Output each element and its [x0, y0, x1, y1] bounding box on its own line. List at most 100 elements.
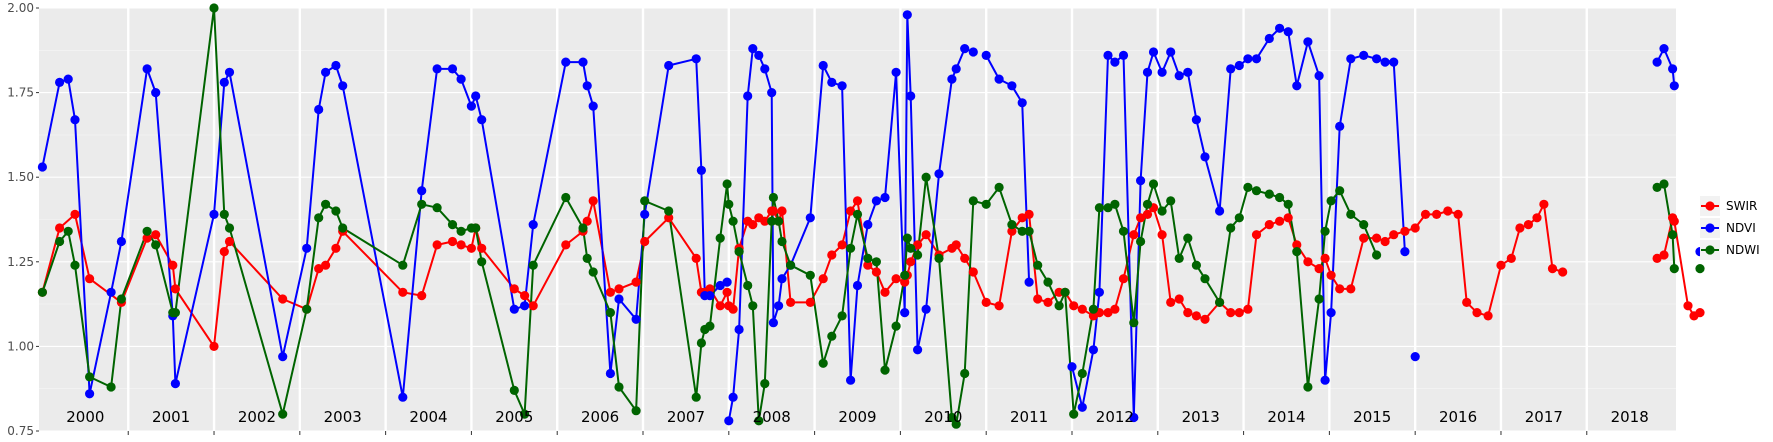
ndwi-point [691, 392, 701, 402]
ndwi-point [1234, 213, 1244, 223]
ndvi-point [664, 60, 674, 71]
ndvi-point [219, 77, 229, 87]
ndvi-point [728, 392, 738, 402]
ndwi-point [582, 253, 592, 263]
legend-point-swir [1705, 201, 1715, 211]
ndwi-point [1275, 192, 1285, 203]
swir-point [1264, 220, 1274, 230]
ndwi-point [777, 236, 787, 247]
ndwi-point [1033, 260, 1043, 270]
ndwi-point [827, 331, 837, 341]
swir-point [722, 287, 732, 297]
swir-point [1683, 301, 1693, 311]
ndwi-point [338, 223, 348, 233]
ndwi-point [1215, 297, 1225, 307]
year-label: 2012 [1096, 408, 1134, 426]
swir-point [1303, 257, 1313, 267]
swir-point [1669, 216, 1679, 226]
swir-point [1432, 209, 1442, 219]
ndwi-point [1292, 247, 1302, 257]
swir-point [1462, 297, 1472, 307]
ndvi-point [640, 209, 650, 219]
ndvi-point [724, 416, 734, 426]
swir-point [1326, 270, 1336, 280]
ndvi-point [902, 10, 912, 20]
ndvi-point [1118, 50, 1129, 61]
year-label: 2006 [581, 408, 619, 426]
legend-point-ndwi [1705, 245, 1715, 255]
ndvi-line [1656, 47, 1676, 86]
swir-point [631, 277, 641, 287]
ndvi-point [891, 67, 901, 77]
swir-point [1380, 236, 1390, 247]
swir-point [1443, 206, 1453, 216]
ndvi-point [1142, 67, 1153, 77]
ndwi-point [37, 287, 48, 297]
swir-point [1532, 213, 1542, 223]
ndvi-point [561, 57, 571, 67]
ndwi-point [774, 216, 784, 226]
ndwi-point [1191, 260, 1201, 270]
swir-point [168, 260, 178, 270]
year-label: 2017 [1525, 408, 1563, 426]
swir-point [1372, 233, 1382, 243]
swir-point [432, 240, 442, 250]
ndwi-point [664, 206, 674, 216]
ndvi-point [994, 74, 1004, 84]
swir-point [837, 240, 847, 250]
ndvi-point [705, 291, 715, 301]
y-tick-label: 0.75 [7, 424, 34, 438]
swir-point [1652, 253, 1662, 263]
ndvi-point [224, 67, 235, 77]
swir-point [906, 257, 916, 267]
swir-point [70, 209, 80, 219]
swir-point [981, 297, 991, 307]
ndvi-point [1110, 57, 1120, 67]
ndvi-point [471, 91, 481, 101]
y-tick-label: 1.25 [7, 255, 34, 269]
ndvi-point [1320, 375, 1330, 385]
ndwi-point [456, 226, 466, 236]
ndwi-point [1024, 226, 1034, 236]
ndwi-point [1264, 189, 1274, 199]
swir-point [1118, 274, 1129, 284]
ndwi-point [1088, 304, 1098, 314]
ndvi-point [900, 308, 910, 318]
swir-point [863, 260, 873, 270]
ndvi-point [302, 243, 312, 253]
grid-major [39, 7, 1676, 432]
ndwi-point [561, 192, 571, 203]
swir-point [219, 247, 229, 257]
ndwi-point [640, 196, 650, 206]
ndwi-point [1669, 264, 1679, 274]
swir-point [1359, 233, 1369, 243]
swir-point [1400, 226, 1410, 236]
ndvi-point [1400, 247, 1410, 257]
ndwi-point [760, 379, 770, 389]
ndvi-point [777, 274, 787, 284]
ndvi-point [837, 81, 847, 91]
ndvi-point [417, 186, 427, 196]
ndwi-point [1335, 186, 1345, 196]
y-tick-label: 1.75 [7, 86, 34, 100]
ndvi-point [722, 277, 732, 287]
year-label: 2008 [753, 408, 791, 426]
ndvi-point [1314, 71, 1324, 81]
ndvi-point [1303, 37, 1313, 47]
year-label: 2002 [238, 408, 276, 426]
ndwi-point [705, 321, 715, 331]
ndwi-point [786, 260, 796, 270]
ndwi-point [170, 308, 180, 318]
swir-point [170, 284, 180, 294]
swir-point [1174, 294, 1184, 304]
ndwi-point [314, 213, 324, 223]
swir-point [891, 274, 901, 284]
ndwi-point [1183, 233, 1193, 243]
ndwi-point [722, 179, 732, 189]
ndvi-point [818, 60, 828, 71]
ndwi-point [278, 409, 288, 419]
ndvi-point [55, 77, 65, 87]
swir-point [777, 206, 787, 216]
year-label: 2009 [838, 408, 876, 426]
swir-point [142, 233, 152, 243]
